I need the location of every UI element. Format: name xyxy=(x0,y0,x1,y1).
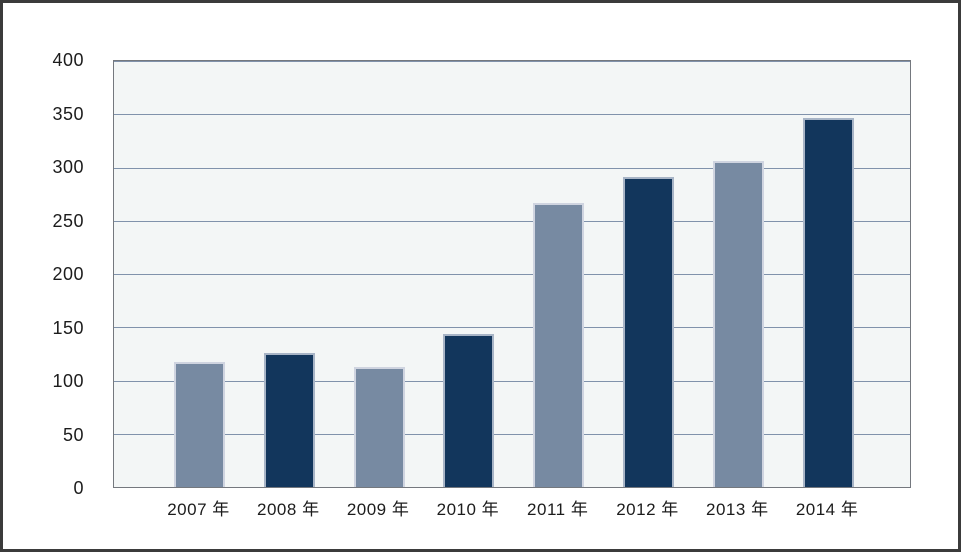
y-tick-label-150: 150 xyxy=(52,317,84,338)
bar-2011年 xyxy=(533,203,585,487)
x-tick-label-2008年: 2008 年 xyxy=(257,500,320,519)
y-tick-label-250: 250 xyxy=(52,210,84,231)
bar-2008年 xyxy=(263,353,315,487)
x-tick-label-2013年: 2013 年 xyxy=(706,500,769,519)
bar-2013年 xyxy=(712,160,764,487)
y-tick-label-50: 50 xyxy=(62,424,84,445)
gridline-200 xyxy=(114,274,910,275)
x-axis: 2007 年 2008 年 2009 年 2010 年 2011 年 2012 年 2013… xyxy=(113,499,911,525)
x-tick-label-2010年: 2010 年 xyxy=(436,500,500,519)
y-tick-label-350: 350 xyxy=(52,103,84,124)
y-tick-label-300: 300 xyxy=(52,157,84,177)
gridline-150 xyxy=(114,327,910,329)
gridline-100 xyxy=(114,380,910,382)
x-tick-label-2011年: 2011 年 xyxy=(527,500,589,519)
y-tick-label-100: 100 xyxy=(52,371,84,391)
y-axis: 0 50 100 150 200 250 300 350 400 xyxy=(21,51,84,497)
gridline-350 xyxy=(114,114,910,116)
bar-2014年 xyxy=(802,117,854,487)
bar-2010年 xyxy=(443,334,495,487)
gridline-50 xyxy=(114,433,910,435)
x-tick-label-2012年: 2012 年 xyxy=(616,500,679,519)
gridline-300 xyxy=(114,167,910,169)
x-tick-label-2007年: 2007 年 xyxy=(167,500,230,519)
y-tick-label-0: 0 xyxy=(73,478,84,498)
y-tick-label-200: 200 xyxy=(52,264,84,284)
y-tick-label-400: 400 xyxy=(52,50,84,70)
bar-2012年 xyxy=(623,176,674,487)
gridline-400 xyxy=(114,61,910,62)
x-tick-label-2009年: 2009 年 xyxy=(346,500,410,519)
x-tick-label-2014年: 2014 年 xyxy=(795,500,859,519)
gridline-250 xyxy=(114,220,910,222)
bar-2007年 xyxy=(174,361,225,487)
bar-2009年 xyxy=(353,367,405,487)
plot-area xyxy=(113,60,911,488)
